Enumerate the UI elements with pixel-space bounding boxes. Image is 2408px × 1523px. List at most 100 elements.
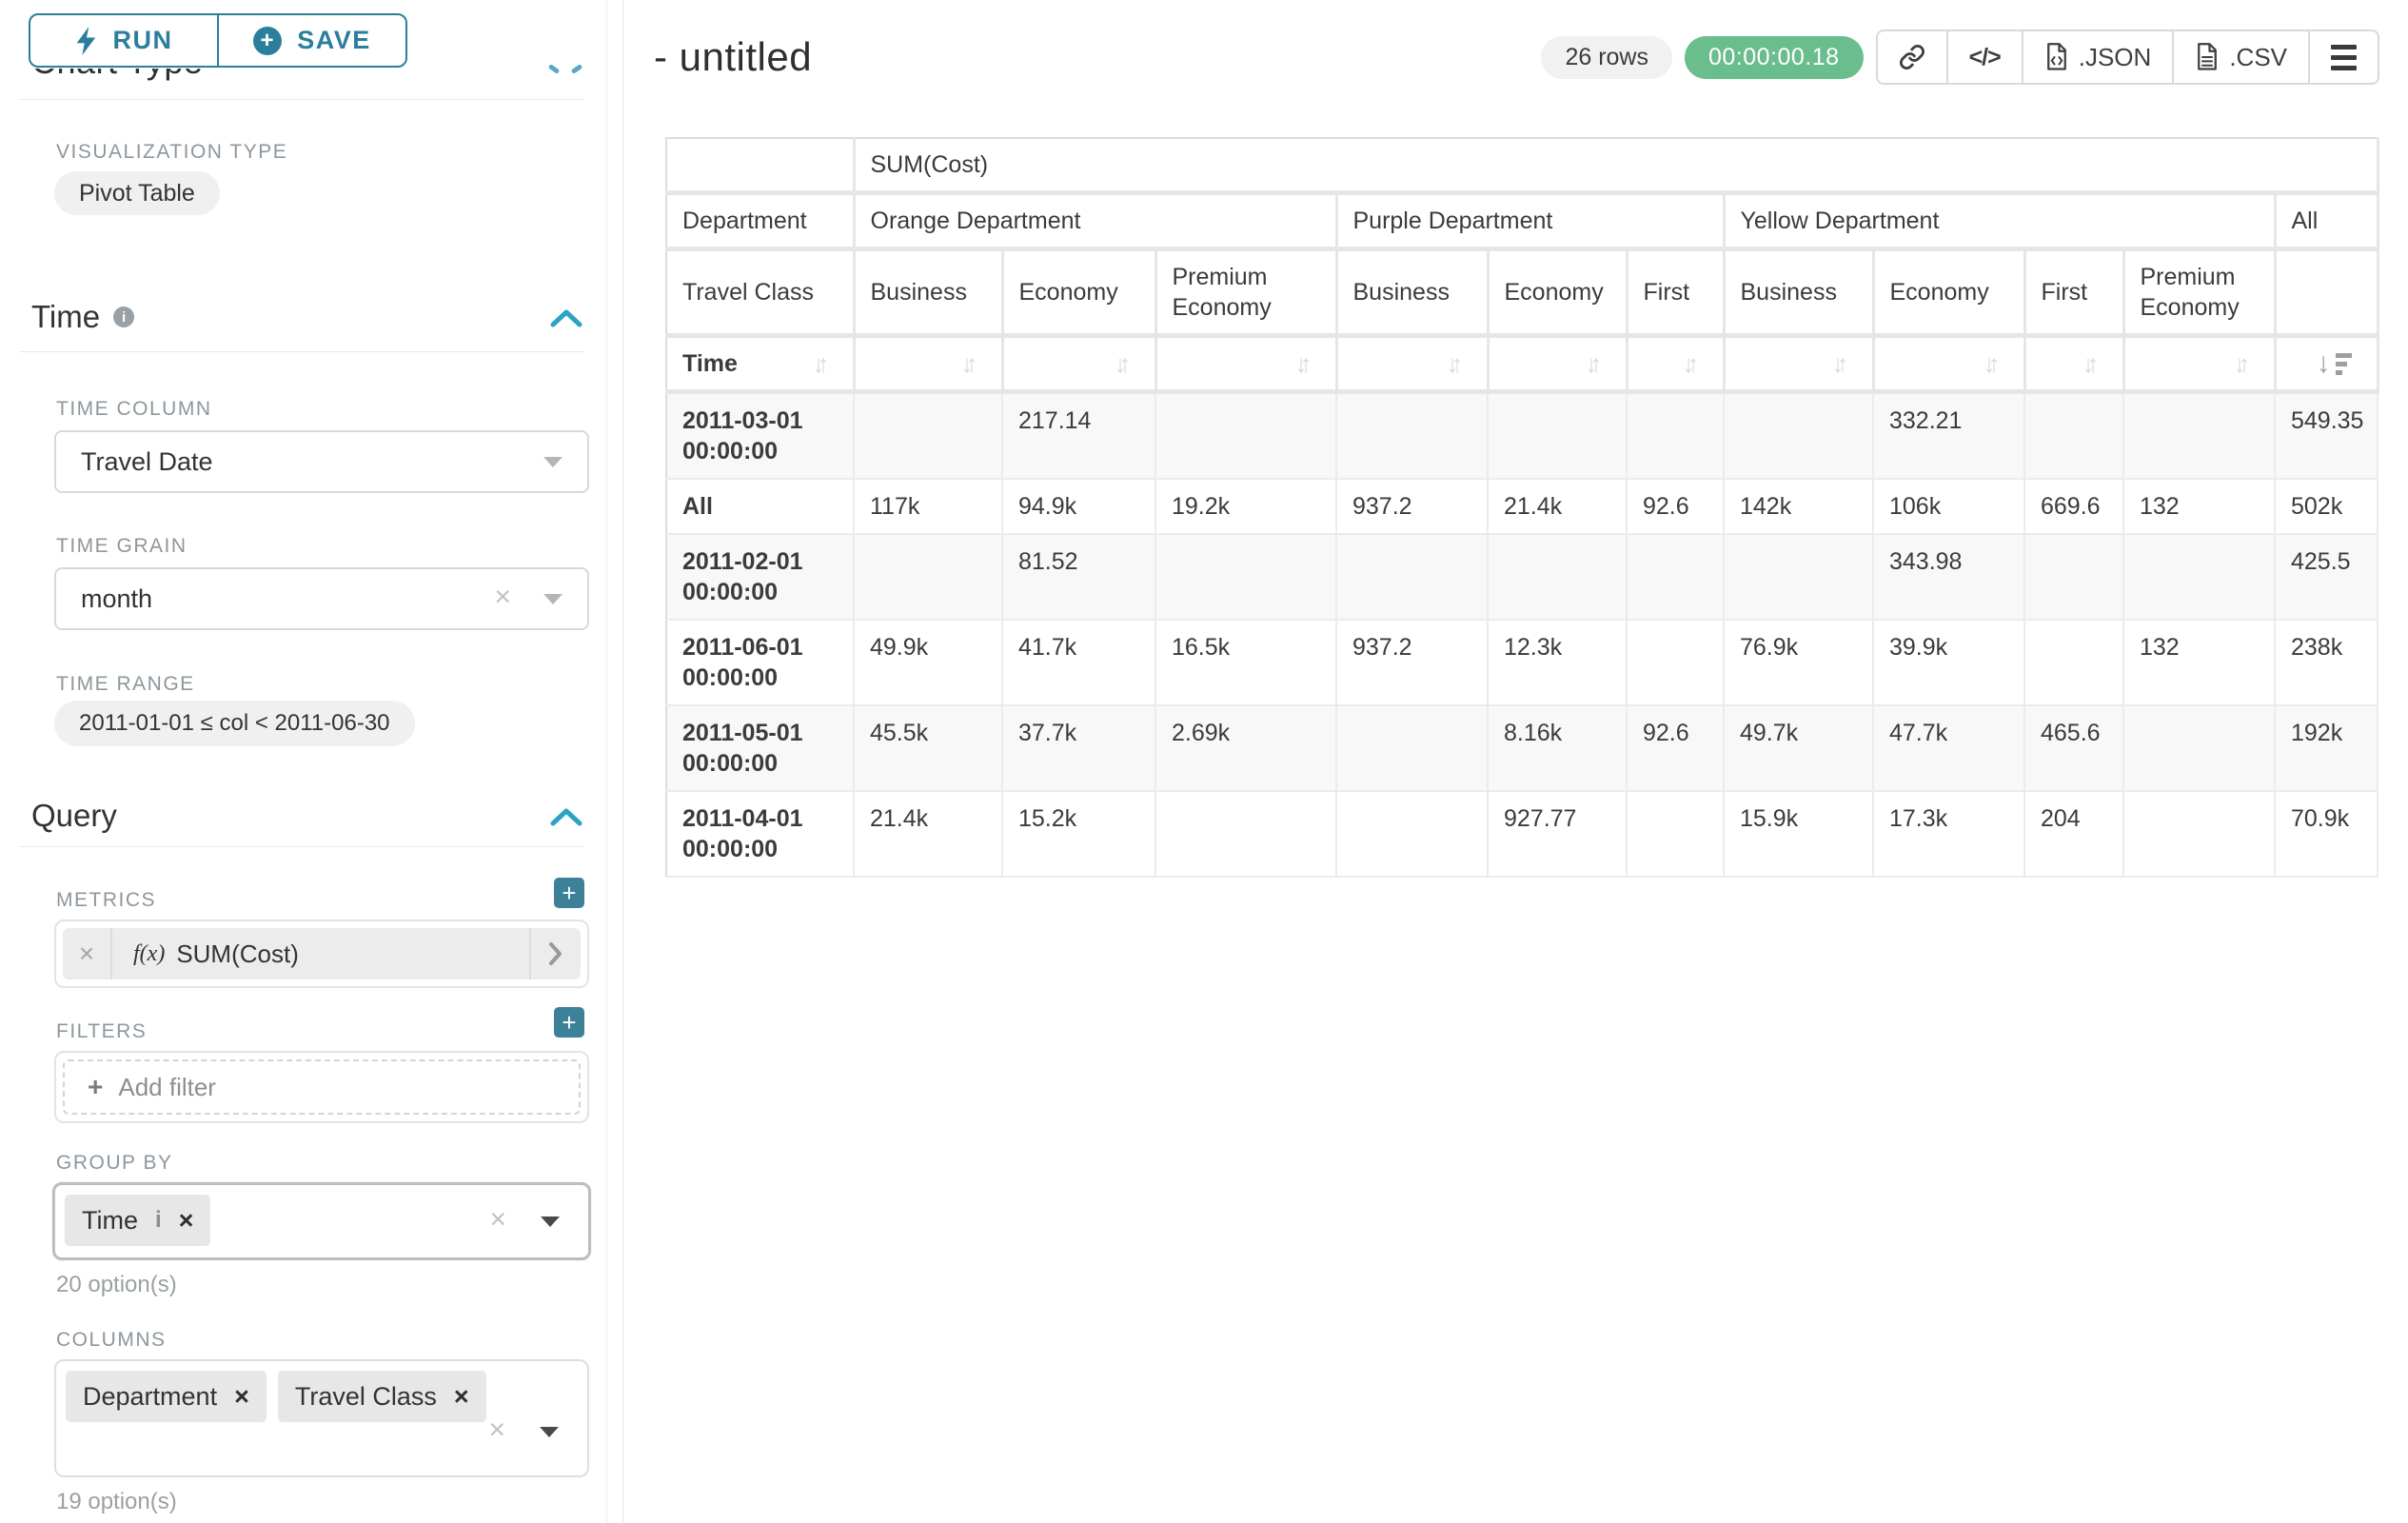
value-cell bbox=[1627, 534, 1725, 621]
value-cell: 45.5k bbox=[854, 705, 1003, 792]
chevron-up-icon[interactable] bbox=[548, 308, 584, 329]
pivot-corner-cell bbox=[666, 138, 856, 195]
columns-select[interactable]: Department × Travel Class × × bbox=[54, 1359, 589, 1477]
sidebar-scrollbar[interactable] bbox=[606, 0, 607, 1523]
value-cell: 927.77 bbox=[1488, 791, 1628, 878]
value-cell bbox=[1155, 534, 1337, 621]
row-key-cell: 2011-03-01 00:00:00 bbox=[666, 391, 855, 480]
value-cell: 132 bbox=[2123, 479, 2276, 535]
tag-info-icon: i bbox=[155, 1207, 162, 1233]
export-json-label: .JSON bbox=[2078, 42, 2152, 71]
add-filter-plus-button[interactable]: + bbox=[554, 1007, 584, 1038]
time-grain-label: TIME GRAIN bbox=[56, 535, 188, 557]
tag-close-icon[interactable]: × bbox=[453, 1381, 469, 1411]
column-sort-header[interactable]: ↓↑ bbox=[1627, 335, 1726, 394]
value-cell: 41.7k bbox=[1002, 620, 1156, 706]
sort-icon[interactable]: ↓↑ bbox=[1831, 349, 1849, 378]
selected-value-tag[interactable]: Time i × bbox=[65, 1195, 211, 1246]
value-cell bbox=[1627, 791, 1725, 878]
json-file-icon bbox=[2046, 43, 2066, 70]
travel-class-header: Business bbox=[1336, 248, 1490, 338]
add-filter-button[interactable]: + Add filter bbox=[63, 1059, 581, 1115]
chevron-down-icon bbox=[543, 457, 563, 467]
value-cell: 937.2 bbox=[1336, 620, 1489, 706]
metric-pill[interactable]: × f(x) SUM(Cost) bbox=[63, 928, 581, 979]
clear-icon[interactable]: × bbox=[494, 581, 511, 613]
columns-options-hint: 19 option(s) bbox=[56, 1489, 177, 1514]
column-sort-header[interactable]: ↓↑ bbox=[1155, 335, 1338, 394]
column-sort-header[interactable]: ↓↑ bbox=[2123, 335, 2277, 394]
chart-type-collapse-icon[interactable] bbox=[547, 64, 583, 74]
tag-close-icon[interactable]: × bbox=[234, 1381, 249, 1411]
travel-class-header: First bbox=[2024, 248, 2125, 338]
clear-icon[interactable]: × bbox=[488, 1414, 505, 1447]
run-button[interactable]: RUN bbox=[30, 15, 217, 66]
clear-icon[interactable]: × bbox=[489, 1203, 506, 1236]
row-key-cell: 2011-05-01 00:00:00 bbox=[666, 705, 855, 792]
value-cell: 21.4k bbox=[1488, 479, 1628, 535]
sort-icon[interactable]: ↓↑ bbox=[812, 349, 830, 378]
more-options-button[interactable] bbox=[2308, 31, 2378, 83]
value-cell: 92.6 bbox=[1627, 705, 1725, 792]
time-grain-select[interactable]: month × bbox=[54, 567, 589, 630]
copy-link-button[interactable] bbox=[1878, 31, 1946, 83]
value-cell bbox=[1488, 391, 1628, 480]
value-cell: 39.9k bbox=[1873, 620, 2025, 706]
time-column-select[interactable]: Travel Date bbox=[54, 430, 589, 493]
time-section-header: Time i bbox=[31, 299, 135, 335]
value-cell: 76.9k bbox=[1724, 620, 1874, 706]
metrics-control: × f(x) SUM(Cost) bbox=[54, 920, 589, 988]
group-by-select[interactable]: Time i × × bbox=[52, 1182, 591, 1260]
selected-value-tag[interactable]: Travel Class × bbox=[277, 1371, 486, 1422]
column-sort-header[interactable]: ↓↑ bbox=[1488, 335, 1628, 394]
add-filter-label: Add filter bbox=[118, 1072, 216, 1101]
travel-class-axis-label: Travel Class bbox=[666, 248, 856, 338]
remove-metric-icon[interactable]: × bbox=[63, 928, 112, 979]
sort-icon[interactable]: ↓↑ bbox=[1294, 349, 1313, 378]
save-button[interactable]: + SAVE bbox=[217, 15, 405, 66]
pivot-row: 2011-04-01 00:00:00 21.4k 15.2k 927.77 15.9k… bbox=[666, 791, 2379, 878]
column-sort-header[interactable]: ↓↑ bbox=[2024, 335, 2125, 394]
sort-icon[interactable]: ↓↑ bbox=[960, 349, 978, 378]
pivot-row: 2011-06-01 00:00:00 49.9k 41.7k 16.5k 937.2 1… bbox=[666, 620, 2379, 706]
time-range-pill[interactable]: 2011-01-01 ≤ col < 2011-06-30 bbox=[54, 701, 415, 746]
sort-icon[interactable]: ↓↑ bbox=[1983, 349, 2001, 378]
columns-label: COLUMNS bbox=[56, 1329, 167, 1351]
sort-icon[interactable]: ↓↑ bbox=[2233, 349, 2251, 378]
metrics-label: METRICS bbox=[56, 889, 156, 911]
column-sort-header[interactable]: ↓ bbox=[2275, 335, 2379, 394]
divider bbox=[19, 846, 584, 847]
sort-icon[interactable]: ↓↑ bbox=[1446, 349, 1464, 378]
chevron-right-icon[interactable] bbox=[529, 928, 581, 979]
sort-descending-active-icon[interactable]: ↓ bbox=[2317, 349, 2352, 378]
sort-icon[interactable]: ↓↑ bbox=[1682, 349, 1700, 378]
value-cell: 332.21 bbox=[1873, 391, 2025, 480]
sort-icon[interactable]: ↓↑ bbox=[2082, 349, 2100, 378]
time-axis-sort-header[interactable]: Time ↓↑ bbox=[666, 335, 856, 394]
divider bbox=[19, 351, 584, 352]
group-by-label: GROUP BY bbox=[56, 1152, 173, 1174]
export-json-button[interactable]: .JSON bbox=[2021, 31, 2173, 83]
chevron-up-icon[interactable] bbox=[548, 807, 584, 828]
value-cell: 49.9k bbox=[854, 620, 1003, 706]
viz-type-pill[interactable]: Pivot Table bbox=[54, 171, 220, 215]
value-cell bbox=[1336, 534, 1489, 621]
sort-icon[interactable]: ↓↑ bbox=[1585, 349, 1603, 378]
selected-value-tag[interactable]: Department × bbox=[66, 1371, 266, 1422]
value-cell: 8.16k bbox=[1488, 705, 1628, 792]
chart-title[interactable]: - untitled bbox=[654, 34, 813, 79]
row-count-badge: 26 rows bbox=[1541, 35, 1672, 79]
travel-class-header bbox=[2275, 248, 2379, 338]
column-sort-header[interactable]: ↓↑ bbox=[1002, 335, 1157, 394]
column-sort-header[interactable]: ↓↑ bbox=[854, 335, 1004, 394]
column-sort-header[interactable]: ↓↑ bbox=[1336, 335, 1490, 394]
row-key-cell: 2011-02-01 00:00:00 bbox=[666, 534, 855, 621]
tag-close-icon[interactable]: × bbox=[178, 1205, 194, 1235]
column-sort-header[interactable]: ↓↑ bbox=[1724, 335, 1875, 394]
sort-icon[interactable]: ↓↑ bbox=[1114, 349, 1132, 378]
add-metric-button[interactable]: + bbox=[554, 878, 584, 908]
value-cell bbox=[2024, 620, 2124, 706]
export-csv-button[interactable]: .CSV bbox=[2172, 31, 2308, 83]
view-query-button[interactable]: </> bbox=[1945, 31, 2022, 83]
column-sort-header[interactable]: ↓↑ bbox=[1873, 335, 2026, 394]
